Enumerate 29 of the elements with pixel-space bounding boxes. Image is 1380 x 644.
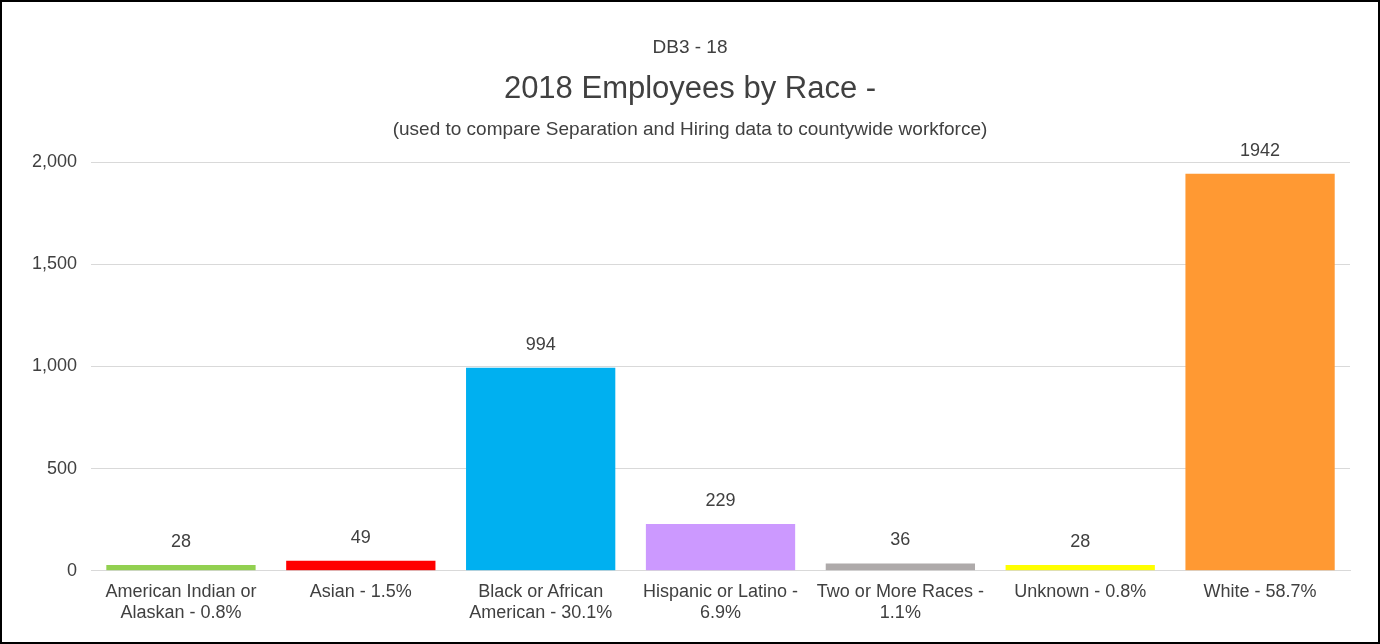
data-label: 229 xyxy=(705,489,736,510)
data-label: 1942 xyxy=(1240,139,1281,160)
bar xyxy=(286,560,436,571)
data-label: 28 xyxy=(170,531,191,552)
y-tick-label: 0 xyxy=(67,559,78,580)
x-tick-label: White - 58.7% xyxy=(1203,580,1317,601)
data-label: 36 xyxy=(890,529,911,550)
x-tick-label: Unknown - 0.8% xyxy=(1014,580,1147,601)
data-label: 28 xyxy=(1070,531,1091,552)
chart-subtitle: (used to compare Separation and Hiring data to countywide workforce) xyxy=(391,118,989,140)
bar xyxy=(1185,173,1335,571)
x-tick-label: Asian - 1.5% xyxy=(309,580,412,601)
bar xyxy=(106,565,256,571)
text: DB3 - 18 xyxy=(651,36,729,58)
y-tick-label: 1,000 xyxy=(32,355,78,376)
bar xyxy=(1005,565,1155,571)
bar xyxy=(466,367,616,571)
chart-title: 2018 Employees by Race - xyxy=(502,70,878,106)
data-label: 49 xyxy=(350,526,371,547)
y-tick-label: 1,500 xyxy=(32,253,78,274)
x-tick-label: American Indian or Alaskan - 0.8% xyxy=(105,580,257,623)
data-label: 994 xyxy=(525,333,556,354)
x-tick-label: Two or More Races - 1.1% xyxy=(816,580,984,623)
x-tick-label: Hispanic or Latino - 6.9% xyxy=(642,580,799,623)
x-tick-label: Black or African American - 30.1% xyxy=(469,580,613,623)
bar xyxy=(825,563,976,571)
y-tick-label: 2,000 xyxy=(32,150,78,171)
bar xyxy=(645,523,796,571)
y-tick-label: 500 xyxy=(47,457,78,478)
